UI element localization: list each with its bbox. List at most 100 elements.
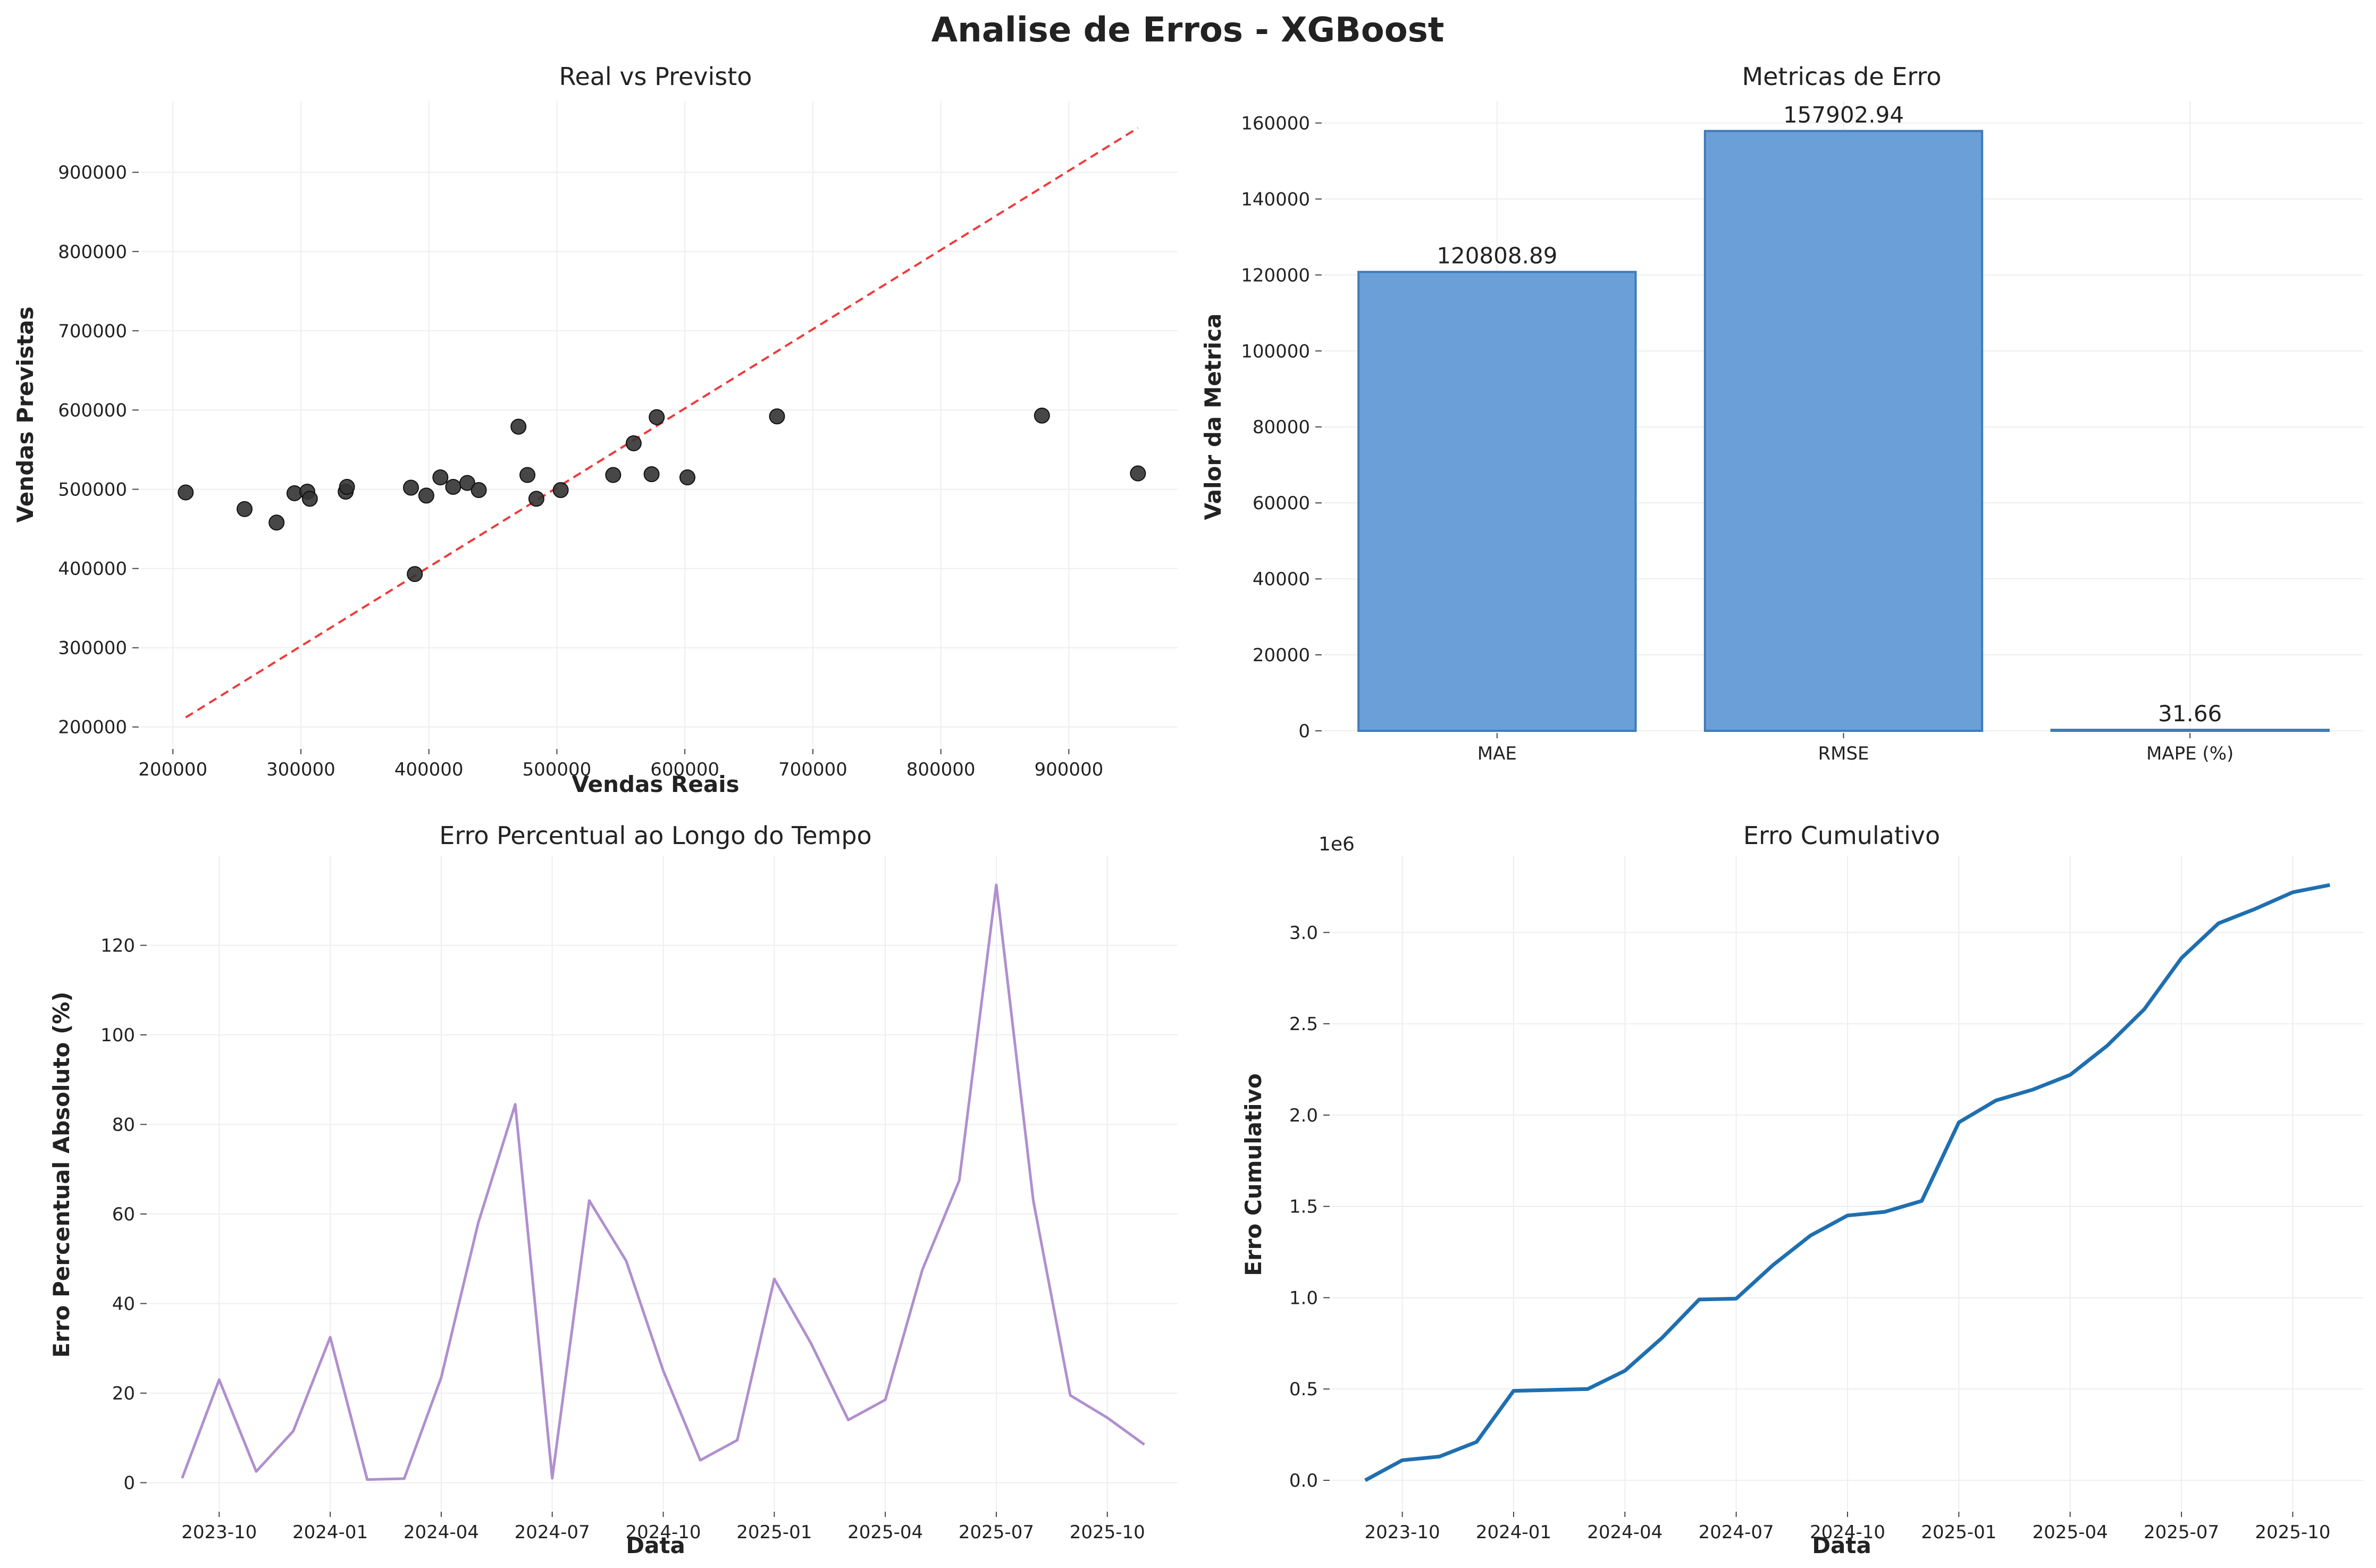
scatter-y-tick-label: 700000 [58,321,127,342]
percent-error-y-tick-label: 80 [112,1114,135,1135]
percent-error-x-tick-label: 2024-01 [292,1522,368,1543]
cumulative-error-y-tick-label: 0.0 [1289,1470,1318,1491]
percent-error-y-tick-label: 60 [112,1204,135,1225]
percent-error-x-tick-label: 2023-10 [181,1522,257,1543]
scatter-grid [141,101,1178,747]
scatter-point [769,408,785,425]
percent-error-tick-labels: 2023-10 2024-01 2024-04 2024-07 2024-10 2025-… [100,935,1145,1543]
cumulative-error-marks [1364,883,2330,1482]
bar-value-label: 157902.94 [1783,102,1904,128]
scatter-point [1130,465,1146,482]
scatter-point [459,475,475,491]
scatter-x-tick-label: 500000 [523,759,592,780]
percent-error-x-tick-label: 2024-07 [515,1522,590,1543]
cumulative-error-line [1364,883,2330,1482]
bar-y-tick-label: 20000 [1253,645,1310,666]
bar-x-tick-label: MAPE (%) [2146,743,2234,764]
bar-y-tick-label: 120000 [1241,265,1310,286]
percent-error-y-tick-label: 40 [112,1293,135,1314]
bar-title: Metricas de Erro [1742,62,1941,91]
bar-y-tick-label: 60000 [1253,493,1310,514]
bar-tick-labels: 0 20000 40000 60000 80000 100000 120000 140000 1… [1241,113,2234,764]
scatter-y-tick-label: 300000 [58,638,127,659]
scatter-tick-labels: 200000 300000 400000 500000 600000 700000 8000… [58,162,1103,780]
percent-error-x-tick-label: 2025-04 [847,1522,923,1543]
scatter-point [519,467,536,483]
cumulative-error-x-axis-label: Data [1812,1532,1871,1558]
erro-cumulativo-panel: Erro Cumulativo Data Erro Cumulativo 1e6… [1240,821,2363,1558]
bar-y-tick-label: 160000 [1241,113,1310,134]
percent-error-y-tick-label: 100 [100,1025,135,1046]
scatter-x-tick-label: 200000 [138,759,207,780]
cumulative-error-y-tick-label: 1.5 [1289,1196,1318,1218]
scatter-x-tick-label: 900000 [1034,759,1103,780]
cumulative-error-x-tick-label: 2024-07 [1699,1522,1774,1543]
bar [1357,271,1637,732]
scatter-y-tick-label: 800000 [58,241,127,263]
cumulative-error-x-tick-label: 2024-01 [1476,1522,1551,1543]
scatter-point [445,479,461,495]
scatter-point [402,479,419,496]
scatter-y-tick-label: 600000 [58,400,127,421]
erro-percentual-panel: Erro Percentual ao Longo do Tempo Data E… [48,821,1178,1558]
cumulative-error-grid [1332,856,2363,1510]
metricas-panel: Metricas de Erro Valor da Metrica 0 20000… [1200,62,2363,764]
scatter-y-tick-label: 900000 [58,162,127,183]
cumulative-error-tick-labels: 2023-10 2024-01 2024-04 2024-07 2024-10 2025-… [1289,922,2331,1543]
percent-error-y-tick-label: 120 [100,935,135,956]
bar-y-axis-label: Valor da Metrica [1200,314,1226,520]
scatter-point [649,409,665,425]
bar [2050,729,2330,732]
cumulative-error-y-tick-label: 2.5 [1289,1014,1318,1035]
bar [1703,130,1984,732]
percent-error-y-axis-label: Erro Percentual Absoluto (%) [48,992,74,1358]
scatter-point [432,469,449,486]
scatter-x-tick-label: 400000 [394,759,464,780]
scatter-point [625,435,642,452]
cumulative-error-x-tick-label: 2024-10 [1810,1522,1885,1543]
scatter-y-tick-label: 400000 [58,559,127,580]
scatter-point [418,487,434,504]
percent-error-title: Erro Percentual ao Longo do Tempo [439,821,871,850]
percent-error-x-tick-label: 2024-10 [625,1522,701,1543]
scatter-point [605,467,622,483]
scatter-point [339,479,355,495]
scatter-point [407,566,423,583]
cumulative-error-y-tick-label: 3.0 [1289,922,1318,943]
scatter-point [268,515,285,531]
scatter-point [178,484,194,501]
scatter-x-tick-label: 800000 [906,759,976,780]
percent-error-grid [149,856,1178,1510]
scatter-marks [178,127,1146,719]
percent-error-x-tick-label: 2025-01 [736,1522,812,1543]
bar-value-label: 120808.89 [1437,243,1557,269]
percent-error-line [181,883,1145,1481]
scatter-title: Real vs Previsto [559,62,752,91]
bar-y-tick-label: 100000 [1241,341,1310,362]
scatter-point [552,482,569,498]
percent-error-x-tick-label: 2024-04 [404,1522,479,1543]
scatter-x-tick-label: 300000 [266,759,335,780]
bar-x-tick-label: MAE [1477,743,1517,764]
cumulative-error-x-tick-label: 2025-01 [1921,1522,1996,1543]
percent-error-y-tick-label: 20 [112,1383,135,1404]
percent-error-x-tick-label: 2025-07 [959,1522,1034,1543]
cumulative-error-y-axis-label: Erro Cumulativo [1240,1073,1266,1276]
bar-marks: 120808.89 157902.94 31.66 [1357,102,2330,732]
scatter-point [471,482,487,498]
scatter-x-tick-label: 700000 [778,759,847,780]
scatter-y-tick-label: 500000 [58,479,127,500]
cumulative-error-y-tick-label: 2.0 [1289,1105,1318,1126]
figure-title: Analise de Erros - XGBoost [931,11,1445,50]
cumulative-error-title: Erro Cumulativo [1743,821,1940,850]
bar-y-tick-label: 80000 [1253,417,1310,438]
scatter-point [679,469,695,486]
scatter-point [237,501,253,517]
percent-error-marks [181,883,1145,1481]
scatter-point [510,418,527,435]
cumulative-error-y-tick-label: 1.0 [1289,1287,1318,1309]
scatter-y-tick-label: 200000 [58,717,127,738]
bar-y-tick-label: 140000 [1241,189,1310,210]
